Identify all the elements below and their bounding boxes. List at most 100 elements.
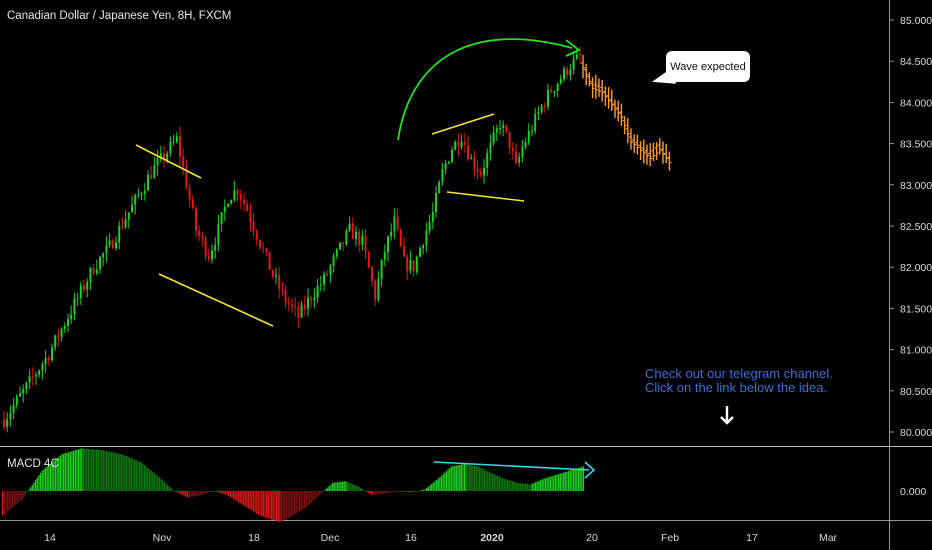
time-tick-label: 18	[248, 532, 260, 544]
macd-bar	[120, 454, 123, 491]
macd-bar	[224, 491, 227, 495]
macd-bar	[186, 491, 189, 498]
macd-bar	[244, 491, 246, 507]
macd-bar	[234, 491, 236, 501]
price-tick-label: 81.500	[900, 303, 932, 315]
macd-bar	[421, 490, 423, 491]
macd-bar	[6, 491, 9, 512]
candle-body	[38, 370, 41, 375]
candle-body	[374, 280, 377, 300]
macd-bar	[295, 491, 297, 514]
candle-body	[348, 223, 351, 231]
macd-bar	[488, 472, 491, 491]
macd-bar	[89, 449, 91, 491]
wave-expected-callout[interactable]: Wave expected	[666, 51, 750, 82]
candle-body	[543, 105, 546, 107]
macd-bar	[356, 486, 359, 491]
macd-bar	[18, 491, 20, 502]
macd-bar	[190, 491, 192, 497]
macd-bar	[252, 491, 255, 512]
candle-body	[291, 304, 293, 306]
macd-bar	[346, 481, 349, 491]
macd-bar	[35, 480, 37, 491]
candle-body	[211, 250, 213, 260]
candle-body	[575, 54, 578, 59]
candle-body	[118, 225, 121, 243]
macd-bar	[506, 479, 509, 491]
macd-bar	[26, 491, 29, 493]
macd-bar	[551, 476, 553, 491]
candle-body	[201, 235, 204, 239]
candle-body	[95, 269, 98, 274]
macd-bar	[51, 462, 53, 491]
macd-bar	[290, 491, 293, 517]
macd-bar	[8, 491, 10, 511]
macd-bar	[358, 486, 360, 491]
macd-bar	[536, 481, 538, 491]
macd-bar	[86, 448, 88, 491]
candle-body	[22, 389, 25, 394]
candle-body	[15, 396, 18, 406]
macd-bar	[38, 475, 40, 491]
macd-bar	[44, 467, 47, 491]
macd-bar	[411, 491, 413, 493]
candle-body	[566, 68, 569, 76]
macd-bar	[119, 453, 121, 491]
macd-bar	[99, 449, 101, 491]
macd-bar	[328, 485, 330, 491]
wave-arc-arrow	[397, 38, 573, 141]
candle-body	[150, 175, 153, 179]
macd-indicator-label[interactable]: MACD 4C	[7, 458, 59, 470]
chart-title: Canadian Dollar / Japanese Yen, 8H, FXCM	[7, 10, 232, 22]
macd-bar	[91, 449, 93, 491]
price-candles	[3, 47, 581, 433]
macd-divergence	[433, 461, 596, 479]
macd-bar	[477, 466, 479, 491]
macd-bar	[465, 464, 467, 491]
price-tick-label: 83.500	[900, 139, 932, 151]
macd-bar	[577, 467, 580, 491]
callout-text: Wave expected	[670, 60, 746, 73]
macd-bar	[115, 453, 118, 491]
candle-body	[339, 242, 341, 250]
candle-body	[223, 206, 226, 213]
macd-bar	[478, 467, 481, 491]
wedge-2-upper-line	[431, 113, 495, 135]
macd-bar	[68, 452, 70, 491]
candle-body	[553, 91, 556, 93]
macd-bar	[168, 486, 170, 491]
candle-body	[419, 248, 421, 257]
candle-body	[28, 376, 31, 383]
macd-bar	[472, 465, 474, 491]
macd-bar	[355, 485, 357, 491]
macd-bar	[269, 491, 271, 519]
macd-bar	[490, 472, 492, 491]
macd-bar	[563, 472, 565, 491]
macd-bar	[201, 491, 203, 495]
macd-bar	[242, 491, 245, 506]
candle-body	[271, 269, 274, 277]
time-tick-label: 14	[44, 532, 56, 544]
candle-body	[44, 357, 47, 365]
macd-bar	[492, 473, 494, 491]
candle-body	[383, 252, 386, 260]
macd-bar	[515, 482, 517, 491]
macd-bar	[401, 491, 403, 492]
macd-bar	[246, 491, 248, 508]
macd-bar	[165, 483, 167, 491]
candle-body	[428, 221, 431, 231]
macd-bar	[440, 475, 443, 491]
pattern-lines	[135, 38, 581, 327]
macd-bar	[457, 465, 459, 491]
macd-bar	[424, 489, 426, 491]
telegram-note: Check out our telegram channel. Click on…	[645, 367, 833, 395]
candle-body	[79, 285, 82, 298]
candle-body	[153, 165, 156, 179]
candle-body	[355, 231, 357, 239]
candle-body	[131, 204, 133, 213]
candle-body	[559, 79, 562, 84]
macd-bar	[257, 491, 260, 515]
candle-body	[367, 251, 370, 268]
macd-bar	[510, 480, 512, 491]
